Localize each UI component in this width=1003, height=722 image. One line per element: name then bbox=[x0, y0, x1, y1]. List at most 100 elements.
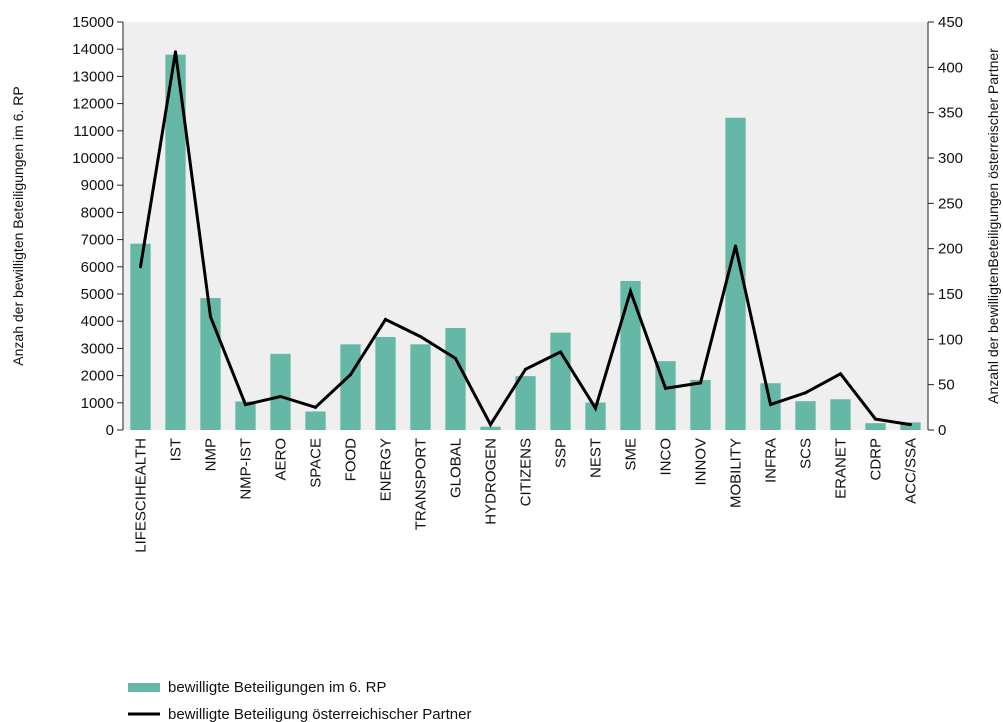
bar bbox=[760, 383, 781, 430]
left-tick-label: 2000 bbox=[81, 368, 114, 385]
line-point bbox=[804, 391, 807, 395]
bar bbox=[725, 117, 746, 430]
bar bbox=[550, 332, 571, 430]
bar bbox=[235, 401, 256, 430]
left-tick-label: 15000 bbox=[72, 14, 114, 31]
right-tick-label: 200 bbox=[938, 241, 963, 258]
x-tick-label: ERANET bbox=[833, 438, 850, 499]
bar bbox=[480, 426, 501, 430]
left-tick-label: 0 bbox=[106, 422, 114, 439]
x-tick-label: NMP-IST bbox=[238, 438, 255, 500]
left-tick-label: 3000 bbox=[81, 340, 114, 357]
bar bbox=[515, 376, 536, 430]
x-tick-label: IST bbox=[168, 438, 185, 461]
left-tick-label: 8000 bbox=[81, 204, 114, 221]
bar bbox=[445, 328, 466, 430]
x-tick-label: LIFESCIHEALTH bbox=[133, 438, 150, 553]
legend: bewilligte Beteiligungen im 6. RP bewill… bbox=[128, 679, 472, 722]
line-point bbox=[489, 423, 492, 427]
axes bbox=[122, 22, 929, 430]
line-point bbox=[839, 372, 842, 376]
x-tick-label: ENERGY bbox=[378, 438, 395, 501]
x-tick-label: SCS bbox=[798, 438, 815, 469]
right-tick-label: 300 bbox=[938, 150, 963, 167]
line-point bbox=[384, 317, 387, 321]
x-tick-label: GLOBAL bbox=[448, 438, 465, 498]
line-point bbox=[664, 386, 667, 390]
line-point bbox=[244, 403, 247, 407]
bar bbox=[865, 423, 886, 430]
left-tick-label: 5000 bbox=[81, 286, 114, 303]
x-tick-label: NMP bbox=[203, 438, 220, 471]
line-point bbox=[349, 373, 352, 377]
right-tick-label: 0 bbox=[938, 422, 946, 439]
right-tick-label: 50 bbox=[938, 377, 955, 394]
x-tick-label: INFRA bbox=[763, 438, 780, 483]
right-tick-label: 250 bbox=[938, 195, 963, 212]
left-tick-label: 12000 bbox=[72, 96, 114, 113]
line-point bbox=[699, 381, 702, 385]
bar bbox=[375, 336, 396, 430]
line-series bbox=[139, 50, 912, 428]
bar bbox=[690, 379, 711, 430]
x-tick-label: INCO bbox=[658, 438, 675, 476]
bar bbox=[620, 280, 641, 430]
right-tick-label: 100 bbox=[938, 331, 963, 348]
x-tick-label: SME bbox=[623, 438, 640, 471]
line-point bbox=[524, 367, 527, 371]
left-tick-label: 1000 bbox=[81, 395, 114, 412]
left-tick-label: 4000 bbox=[81, 313, 114, 330]
line-point bbox=[139, 265, 142, 269]
left-tick-label: 14000 bbox=[72, 41, 114, 58]
right-tick-label: 450 bbox=[938, 14, 963, 31]
line-point bbox=[559, 350, 562, 354]
bar bbox=[340, 344, 361, 430]
line-point bbox=[419, 335, 422, 339]
right-tick-label: 350 bbox=[938, 105, 963, 122]
x-tick-label: CITIZENS bbox=[518, 438, 535, 506]
x-tick-label: SSP bbox=[553, 438, 570, 468]
bar bbox=[830, 399, 851, 430]
x-tick-label: MOBILITY bbox=[728, 438, 745, 508]
x-tick-label: AERO bbox=[273, 438, 290, 481]
x-tick-label: HYDROGEN bbox=[483, 438, 500, 525]
bar bbox=[410, 344, 431, 430]
line-point bbox=[629, 289, 632, 293]
line-point bbox=[734, 244, 737, 248]
x-tick-label: NEST bbox=[588, 438, 605, 478]
bar bbox=[270, 353, 291, 430]
right-tick-label: 150 bbox=[938, 286, 963, 303]
x-tick-label: CDRP bbox=[868, 438, 885, 481]
left-tick-label: 7000 bbox=[81, 232, 114, 249]
bar bbox=[165, 54, 186, 430]
left-axis-ticks: 0 1000 2000 3000 4000 5000 6000 7000 8000 9000 100… bbox=[72, 14, 123, 439]
line-point bbox=[769, 403, 772, 407]
x-tick-label: SPACE bbox=[308, 438, 325, 488]
x-tick-label: TRANSPORT bbox=[413, 438, 430, 530]
x-axis-ticks: LIFESCIHEALTH IST NMP NMP-IST AERO SPACE FOOD E… bbox=[133, 438, 920, 553]
line-point bbox=[454, 356, 457, 360]
right-axis-ticks: 0 50 100 150 200 250 300 350 400 450 bbox=[928, 14, 963, 439]
line-point bbox=[909, 423, 912, 427]
plot-background bbox=[123, 22, 928, 430]
right-tick-label: 400 bbox=[938, 59, 963, 76]
line-point bbox=[174, 50, 177, 54]
left-tick-label: 11000 bbox=[73, 123, 114, 140]
bar bbox=[130, 243, 151, 430]
x-tick-label: ACC/SSA bbox=[903, 438, 920, 504]
legend-line-label: bewilligte Beteiligung österreichischer … bbox=[168, 706, 472, 722]
right-axis-title: Anzahl der bewilligtenBeteiligungen öste… bbox=[985, 48, 1001, 404]
line-point bbox=[874, 417, 877, 421]
x-tick-label: FOOD bbox=[343, 438, 360, 481]
bar bbox=[900, 422, 921, 430]
left-tick-label: 10000 bbox=[72, 150, 114, 167]
left-tick-label: 6000 bbox=[81, 259, 114, 276]
legend-bar-label: bewilligte Beteiligungen im 6. RP bbox=[168, 679, 386, 696]
line-point bbox=[209, 315, 212, 319]
left-tick-label: 9000 bbox=[81, 177, 114, 194]
legend-bar-swatch bbox=[128, 683, 160, 692]
line-point bbox=[314, 405, 317, 409]
bar bbox=[585, 402, 606, 430]
line-point bbox=[279, 394, 282, 398]
